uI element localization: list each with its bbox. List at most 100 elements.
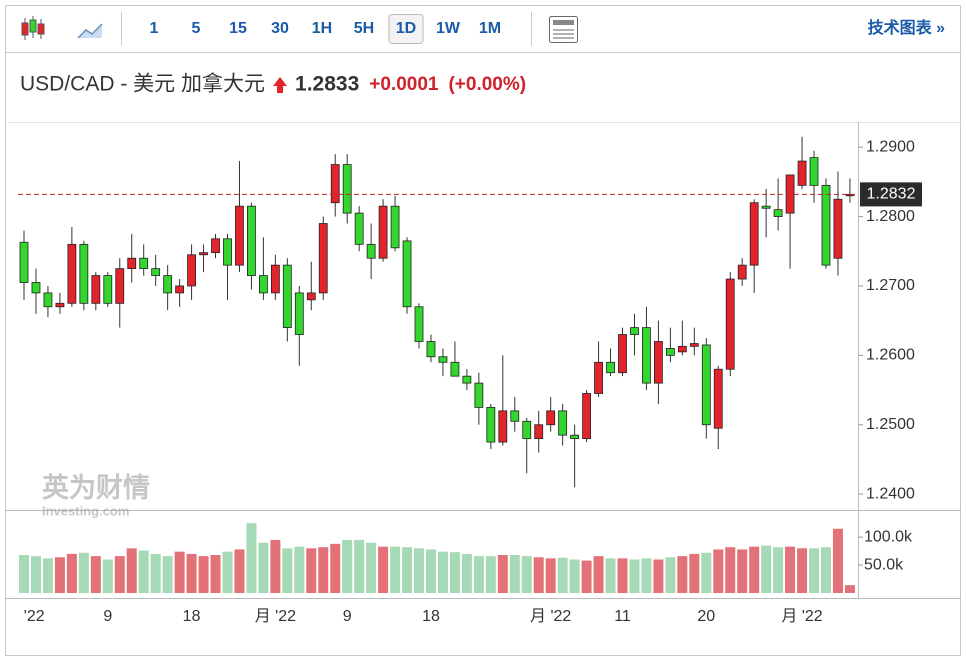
- candle-body: [306, 292, 316, 301]
- x-tick-label: 月 '22: [781, 608, 822, 625]
- x-tick-label: 月 '22: [3, 608, 44, 625]
- candle-body: [642, 327, 651, 384]
- volume-bar: [809, 548, 820, 593]
- candle-body: [127, 257, 137, 270]
- volume-bar: [366, 542, 377, 593]
- area-icon[interactable]: [77, 23, 103, 39]
- interval-button[interactable]: 15: [229, 20, 247, 37]
- volume-bar: [150, 553, 161, 593]
- volume-bar: [246, 523, 257, 593]
- candle-icon[interactable]: [21, 16, 45, 40]
- volume-bar: [102, 559, 113, 593]
- candle-body: [294, 292, 304, 335]
- candle-body: [199, 252, 208, 256]
- interval-button[interactable]: 1W: [436, 20, 461, 37]
- candle-body: [773, 209, 783, 217]
- volume-bar: [425, 549, 436, 593]
- candle-body: [546, 410, 556, 426]
- interval-button[interactable]: 5H: [354, 20, 374, 37]
- volume-bar: [138, 550, 149, 593]
- volume-bar: [701, 552, 712, 593]
- candle-body: [55, 302, 65, 308]
- technical-chart-link[interactable]: 技术图表 »: [868, 18, 945, 37]
- x-tick-label: 20: [697, 608, 715, 625]
- volume-bar: [713, 549, 724, 593]
- candle-body: [318, 223, 328, 294]
- candle-body: [797, 160, 807, 186]
- interval-button[interactable]: 1H: [312, 20, 332, 37]
- candle-body: [570, 434, 580, 440]
- volume-bar: [653, 559, 664, 593]
- volume-bar: [785, 546, 796, 593]
- interval-button[interactable]: 1: [150, 20, 159, 37]
- layout-icon[interactable]: [549, 16, 578, 43]
- volume-bar: [114, 556, 125, 593]
- candle-body: [462, 375, 472, 384]
- x-tick-label: 9: [103, 608, 112, 625]
- volume-bar: [773, 547, 784, 593]
- candle-body: [701, 344, 711, 426]
- candle-body: [833, 198, 843, 259]
- volume-bar: [222, 551, 233, 593]
- candle-body: [163, 275, 173, 294]
- volume-bar: [569, 559, 580, 593]
- volume-bar: [198, 556, 209, 593]
- y-tick-label: 1.2800: [866, 208, 915, 225]
- volume-bar: [820, 547, 831, 593]
- volume-bar: [282, 548, 293, 593]
- candle-body: [91, 275, 101, 304]
- interval-button[interactable]: 1M: [479, 20, 501, 37]
- candle-body: [725, 278, 735, 370]
- volume-bar: [210, 555, 221, 593]
- candle-body: [438, 356, 448, 363]
- candle-body: [486, 406, 496, 443]
- candle-body: [534, 424, 544, 440]
- volume-bar: [797, 548, 808, 593]
- x-tick-label: 11: [614, 608, 631, 625]
- volume-bar: [414, 548, 425, 593]
- volume-bar: [342, 539, 353, 593]
- interval-button[interactable]: 1D: [396, 20, 416, 37]
- interval-button[interactable]: 30: [271, 20, 289, 37]
- candle-body: [689, 343, 699, 347]
- candle-body: [31, 282, 41, 294]
- volume-bar: [749, 546, 760, 593]
- y-tick-label: 1.2900: [866, 138, 915, 155]
- candle-body: [558, 410, 568, 436]
- candle-body: [187, 254, 196, 287]
- volume-bar: [378, 546, 389, 593]
- volume-bar: [78, 552, 89, 593]
- volume-bar: [174, 551, 185, 593]
- y-tick-label: 1.2600: [866, 347, 915, 364]
- candle-body: [366, 243, 376, 259]
- up-arrow: [273, 77, 288, 93]
- last-price-label: 1.2832: [867, 186, 916, 203]
- volume-bar: [318, 547, 329, 593]
- candle-body: [654, 341, 663, 384]
- volume-bar: [629, 559, 640, 593]
- volume-bar: [521, 556, 532, 593]
- y-tick-label: 1.2500: [866, 416, 915, 433]
- volume-bar: [545, 558, 556, 593]
- volume-bar: [54, 557, 65, 593]
- candle-body: [749, 202, 759, 266]
- volume-bar: [449, 552, 460, 593]
- instrument-title: USD/CAD - 美元 加拿大元: [20, 72, 265, 96]
- candle-body: [402, 240, 412, 308]
- volume-bar: [390, 546, 401, 593]
- active-interval-box: [388, 14, 424, 44]
- x-tick-label: 9: [343, 608, 352, 625]
- candle-body: [378, 205, 388, 259]
- interval-button[interactable]: 5: [192, 20, 201, 37]
- candle-body: [426, 341, 436, 358]
- volume-bar: [473, 556, 484, 593]
- last-price-box: [860, 182, 922, 207]
- y-tick-label: 1.2400: [866, 485, 915, 502]
- volume-bar: [42, 558, 53, 593]
- change-percent: (+0.00%): [448, 74, 526, 95]
- candle-body: [665, 348, 675, 356]
- volume-bar: [497, 555, 508, 593]
- volume-bar: [186, 553, 197, 593]
- volume-bar: [234, 549, 245, 593]
